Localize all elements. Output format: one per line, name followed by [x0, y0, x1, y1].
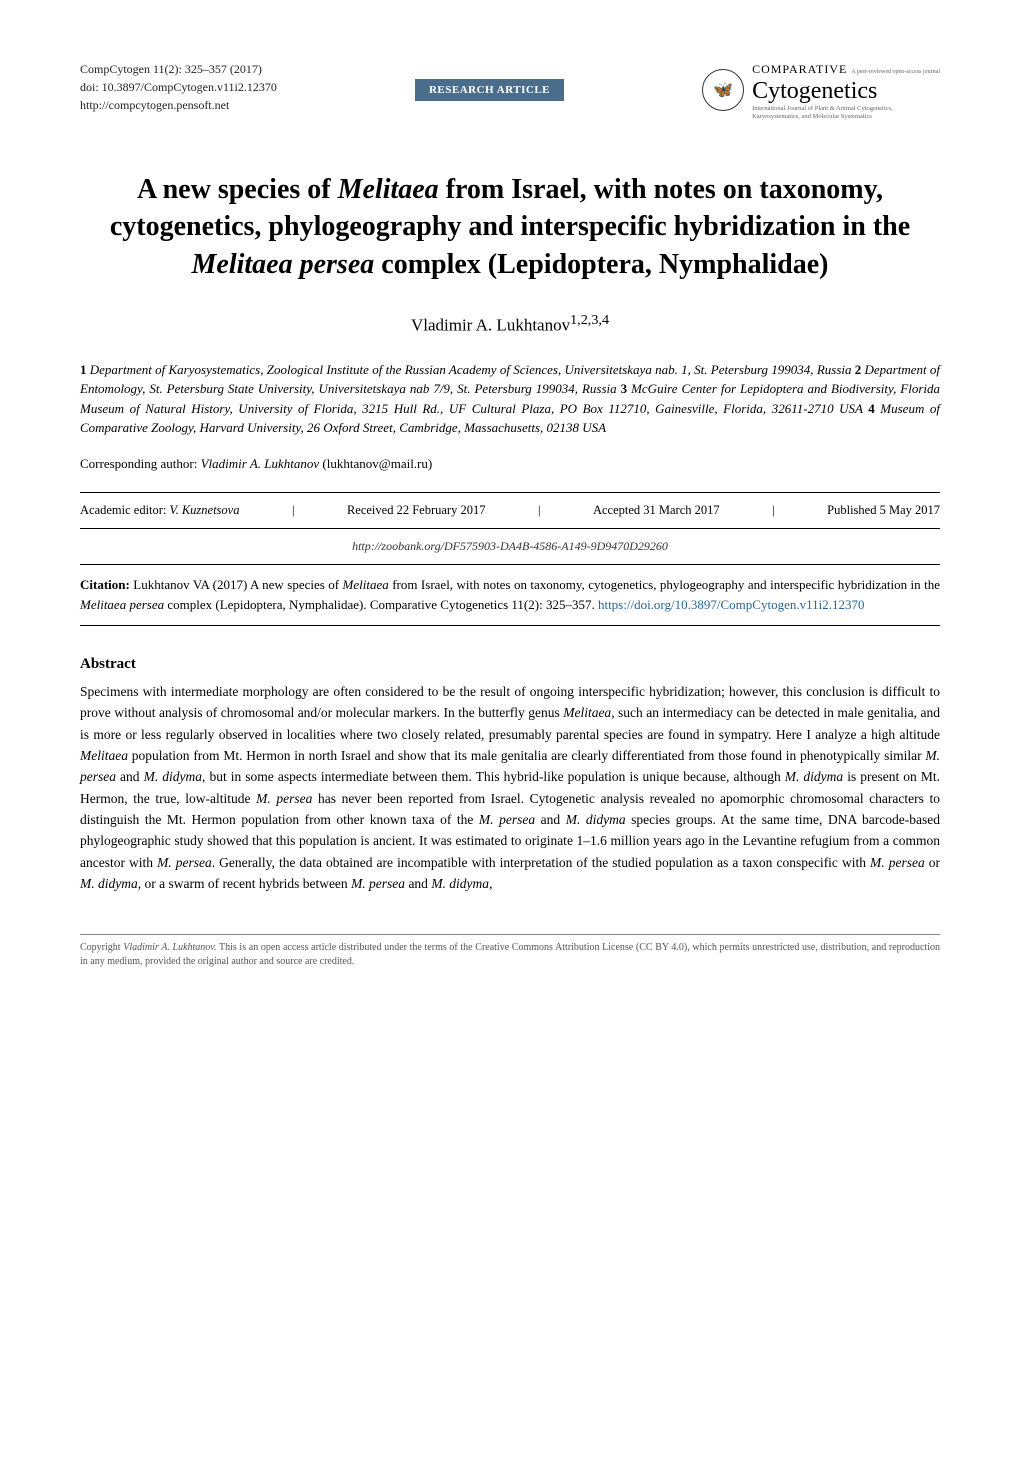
journal-top-text: COMPARATIVE A peer-reviewed open-access …	[752, 60, 940, 78]
affiliations-block: 1 Department of Karyosystematics, Zoolog…	[80, 360, 940, 438]
journal-logo-block: 🦋 COMPARATIVE A peer-reviewed open-acces…	[702, 60, 940, 121]
author-line: Vladimir A. Lukhtanov1,2,3,4	[80, 312, 940, 336]
citation-doi-link[interactable]: https://doi.org/10.3897/CompCytogen.v11i…	[598, 597, 865, 612]
received-date: Received 22 February 2017	[347, 503, 486, 518]
journal-main-title: Cytogenetics	[752, 78, 940, 105]
zoobank-link[interactable]: http://zoobank.org/DF575903-DA4B-4586-A1…	[80, 539, 940, 554]
divider	[80, 564, 940, 565]
genus-melitaea: Melitaea	[338, 174, 439, 205]
footer-divider	[80, 934, 940, 935]
butterfly-logo-icon: 🦋	[702, 69, 744, 111]
abstract-heading: Abstract	[80, 656, 940, 673]
research-article-badge: RESEARCH ARTICLE	[415, 79, 564, 101]
divider	[80, 492, 940, 493]
journal-ref-line: CompCytogen 11(2): 325–357 (2017)	[80, 60, 277, 78]
corresponding-email: (lukhtanov@mail.ru)	[319, 456, 432, 471]
journal-url[interactable]: http://compcytogen.pensoft.net	[80, 96, 277, 114]
corresponding-name: Vladimir A. Lukhtanov	[201, 456, 320, 471]
peer-review-badge: A peer-reviewed open-access journal	[851, 69, 940, 75]
author-affil-sup: 1,2,3,4	[570, 312, 609, 328]
journal-subtitle-2: Karyosystematics, and Molecular Systemat…	[752, 113, 940, 121]
author-name: Vladimir A. Lukhtanov	[411, 316, 570, 335]
genus-melitaea-persea: Melitaea persea	[192, 249, 375, 280]
academic-editor: Academic editor: V. Kuznetsova	[80, 503, 239, 518]
journal-title-stack: COMPARATIVE A peer-reviewed open-access …	[752, 60, 940, 121]
published-date: Published 5 May 2017	[827, 503, 940, 518]
accepted-date: Accepted 31 March 2017	[593, 503, 720, 518]
divider	[80, 625, 940, 626]
journal-subtitle-1: International Journal of Plant & Animal …	[752, 105, 940, 113]
copyright-holder: Vladimir A. Lukhtanov.	[123, 942, 216, 953]
doi-line: doi: 10.3897/CompCytogen.v11i2.12370	[80, 78, 277, 96]
article-title: A new species of Melitaea from Israel, w…	[100, 171, 920, 284]
corresponding-author: Corresponding author: Vladimir A. Lukhta…	[80, 456, 940, 472]
copyright-notice: Copyright Vladimir A. Lukhtanov. This is…	[80, 941, 940, 969]
divider	[80, 528, 940, 529]
editorial-dates: Academic editor: V. Kuznetsova | Receive…	[80, 503, 940, 518]
citation-block: Citation: Lukhtanov VA (2017) A new spec…	[80, 575, 940, 615]
journal-reference: CompCytogen 11(2): 325–357 (2017) doi: 1…	[80, 60, 277, 114]
page-header: CompCytogen 11(2): 325–357 (2017) doi: 1…	[80, 60, 940, 121]
affiliation-1: Department of Karyosystematics, Zoologic…	[90, 362, 852, 377]
abstract-body: Specimens with intermediate morphology a…	[80, 681, 940, 894]
